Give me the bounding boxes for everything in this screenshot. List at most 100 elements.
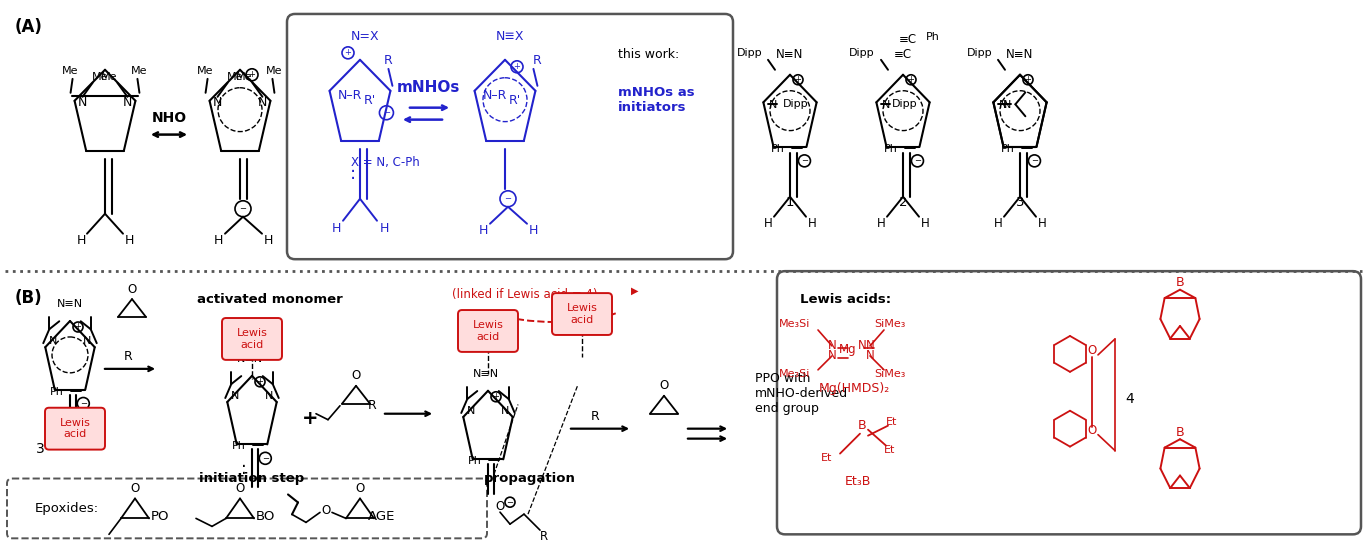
Text: H: H [528,224,537,237]
FancyBboxPatch shape [776,271,1362,534]
Text: −: − [383,108,390,118]
Text: R': R' [509,94,521,107]
Text: H: H [124,234,134,247]
Text: Ph: Ph [231,441,245,452]
Text: N≡N: N≡N [473,369,499,379]
Text: N: N [999,100,1007,110]
Text: 4: 4 [1125,392,1135,406]
Text: Dipp: Dipp [966,48,992,58]
Text: Epoxides:: Epoxides: [36,502,100,515]
Text: R: R [540,529,548,542]
Text: :: : [350,165,355,183]
Text: mNHOs as
initiators: mNHOs as initiators [618,86,694,114]
Text: R: R [533,54,541,67]
Text: −: − [801,156,808,165]
Text: N: N [827,349,837,362]
Text: N=X: N=X [351,30,379,44]
Text: N: N [258,96,267,109]
Text: Me: Me [131,66,148,76]
Text: N≡X: N≡X [496,30,525,44]
Text: O: O [321,504,331,517]
Text: N: N [500,406,509,416]
Text: Mg(HMDS)₂: Mg(HMDS)₂ [819,382,890,395]
Text: SiMe₃: SiMe₃ [875,319,906,329]
Text: Me₃Si: Me₃Si [779,319,811,329]
Text: N≡N: N≡N [1006,48,1033,61]
Text: H: H [331,222,340,235]
Text: Et: Et [886,417,898,426]
Text: N: N [82,336,92,346]
Text: N≡N: N≡N [776,48,804,61]
Text: ≡C: ≡C [894,48,912,61]
Text: H: H [876,217,886,230]
Text: −: − [262,454,269,463]
Text: −: − [504,194,511,203]
Text: −: − [507,498,514,506]
Text: N: N [123,96,133,109]
Text: N: N [827,339,837,353]
Text: 1: 1 [786,196,794,209]
FancyBboxPatch shape [287,14,733,259]
Text: this work:: this work: [618,48,679,61]
Text: Me: Me [267,66,283,76]
Text: :: : [241,460,247,478]
Text: H: H [264,234,272,247]
Text: N≡N: N≡N [57,299,83,309]
FancyBboxPatch shape [45,408,105,449]
Text: O: O [355,482,365,495]
Text: Dipp: Dipp [737,48,761,58]
Text: Me: Me [236,72,253,82]
Text: H: H [213,234,223,247]
Text: +: + [302,409,319,428]
Text: O: O [235,482,245,495]
Text: 3: 3 [1016,196,1024,209]
Text: Dipp: Dipp [782,100,808,109]
Text: N: N [213,96,223,109]
Text: mNHOs: mNHOs [396,80,459,95]
Text: N: N [468,406,476,416]
Text: Lewis
acid: Lewis acid [473,320,503,342]
Text: N: N [1003,100,1012,110]
Text: SiMe₃: SiMe₃ [875,369,906,379]
Text: Ph: Ph [771,144,785,154]
Text: −: − [239,204,246,213]
Text: B: B [857,419,867,432]
Text: R: R [384,54,392,67]
Text: R: R [123,350,133,363]
Text: B: B [1176,426,1184,439]
Text: O: O [495,500,504,512]
Text: Dipp: Dipp [849,48,875,58]
Text: H: H [994,217,1002,230]
Text: O: O [351,369,361,382]
Text: Me: Me [197,66,213,76]
Text: +: + [492,392,499,401]
Text: R: R [368,399,376,412]
Text: R': R' [364,94,376,107]
Text: N: N [865,349,875,362]
Text: AGE: AGE [368,510,395,523]
Text: Dipp: Dipp [891,100,917,109]
Text: Ph: Ph [49,387,63,397]
Text: N: N [770,100,778,110]
Text: (A): (A) [15,18,42,36]
Text: (linked if Lewis acid = 4): (linked if Lewis acid = 4) [452,288,597,301]
Text: Et: Et [884,444,895,455]
Text: N: N [231,391,239,401]
Text: Me₃Si: Me₃Si [779,369,811,379]
Text: Ph: Ph [1001,144,1014,154]
Text: H: H [764,217,772,230]
Text: N–R: N–R [338,89,362,102]
Text: Lewis acids:: Lewis acids: [800,293,891,306]
Text: −: − [915,156,921,165]
Text: Et: Et [820,453,833,462]
Text: ≡C: ≡C [899,33,917,46]
Text: N: N [265,391,273,401]
Text: ▶: ▶ [632,286,638,296]
Text: X = N, C-Ph: X = N, C-Ph [350,156,420,169]
Text: initiation step: initiation step [200,472,305,485]
Text: H: H [1038,217,1046,230]
Text: +: + [908,75,915,84]
Text: Lewis
acid: Lewis acid [236,328,268,350]
Text: H: H [808,217,816,230]
Text: +: + [257,378,264,386]
